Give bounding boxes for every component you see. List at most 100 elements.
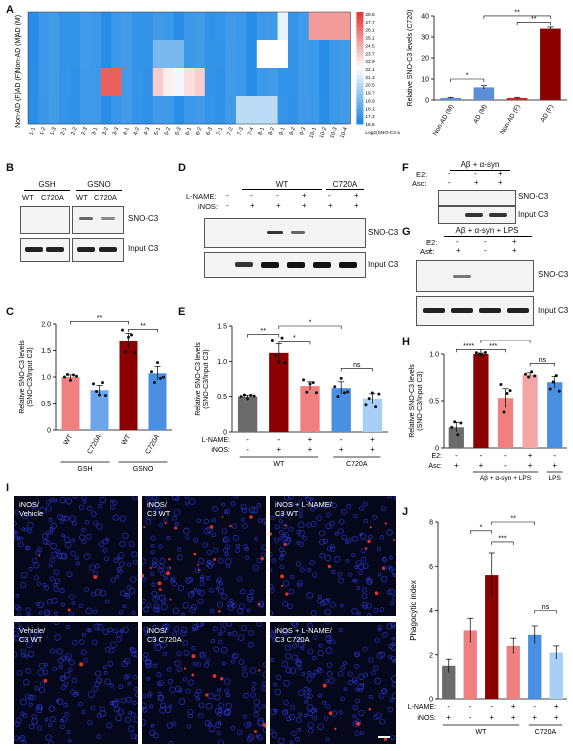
group-label: C720A [346, 461, 368, 468]
nucleus [56, 648, 63, 655]
group-label: GSNO [133, 466, 154, 473]
significance-bracket [247, 334, 280, 338]
nucleus [359, 505, 365, 511]
heatmap-cell [38, 68, 50, 97]
x-category-label: Non-AD (M) [432, 104, 455, 138]
nucleus [196, 622, 204, 628]
data-point [69, 378, 72, 382]
nucleus [278, 737, 285, 744]
heatmap-cell [173, 40, 185, 69]
nucleus [230, 659, 236, 664]
nucleus [325, 523, 332, 530]
nucleus [182, 640, 189, 646]
heatmap-row-label: Non-AD (F) [15, 92, 22, 128]
nucleus [70, 550, 76, 556]
heatmap-row-label: Non-AD (M) [15, 35, 22, 72]
scale-swatch [356, 60, 364, 65]
heatmap-cell [340, 40, 351, 69]
red-puncta [285, 592, 289, 596]
heatmap-border [27, 11, 351, 125]
nucleus [313, 708, 318, 713]
panel-label-c: C [6, 306, 14, 318]
nucleus [103, 670, 108, 675]
red-puncta [205, 693, 209, 697]
heatmap-cell [256, 40, 268, 69]
nucleus [257, 734, 263, 741]
treatment-sign: - [484, 246, 487, 255]
nucleus [285, 667, 292, 674]
scale-swatch [356, 86, 364, 91]
y-tick-label: 40 [421, 14, 429, 21]
heatmap-cell [163, 96, 174, 125]
nucleus [352, 704, 358, 710]
micrograph-tile: iNOS + L-NAME/ C3 C720A [270, 622, 396, 744]
nucleus [72, 691, 78, 698]
nucleus [199, 580, 205, 586]
nucleus [329, 546, 336, 552]
y-tick-label: 10 [421, 77, 429, 84]
nucleus [224, 552, 229, 557]
nucleus [217, 639, 223, 645]
treatment-sign: + [456, 246, 461, 255]
nucleus [34, 685, 39, 691]
nucleus [240, 588, 246, 595]
heatmap-column-label: 9-2 [289, 127, 297, 137]
nucleus [361, 593, 368, 600]
nucleus [198, 702, 205, 709]
nucleus [172, 496, 179, 501]
heatmap-cell [184, 68, 195, 97]
data-point [530, 370, 534, 374]
row-label-inos: iNOS: [198, 202, 219, 211]
heatmap-cell [236, 68, 247, 97]
heatmap-cell [246, 12, 258, 41]
group-label: GSH [77, 466, 92, 473]
nucleus [104, 678, 111, 686]
nucleus [63, 515, 69, 522]
heatmap-cell [28, 96, 39, 125]
data-point [499, 383, 503, 387]
heatmap-cell [277, 68, 289, 97]
nucleus [67, 667, 73, 673]
scale-swatch [356, 23, 364, 28]
data-point [161, 375, 165, 379]
bar [237, 396, 258, 432]
heatmap-cell [215, 40, 226, 69]
nucleus [261, 544, 266, 551]
group-label-gsh: GSH [38, 180, 56, 189]
nucleus [270, 629, 275, 637]
nucleus [225, 702, 232, 710]
nucleus [297, 521, 305, 529]
heatmap-cell [121, 68, 133, 97]
heatmap-cell [142, 96, 154, 125]
nucleus [241, 625, 248, 632]
nucleus [318, 643, 323, 648]
nucleus [97, 503, 103, 508]
nucleus [126, 585, 132, 591]
y-axis-label: (SNO-C3/Input C3) [417, 371, 424, 431]
nucleus [227, 601, 234, 608]
nucleus [297, 712, 302, 717]
nucleus [119, 540, 126, 548]
scale-swatch [356, 116, 364, 121]
nucleus [21, 653, 26, 658]
nucleus [205, 658, 210, 663]
nucleus [145, 662, 152, 669]
nucleus [64, 541, 72, 549]
nucleus [63, 682, 69, 687]
nucleus [31, 717, 39, 725]
nucleus [368, 534, 373, 540]
nucleus [117, 552, 125, 559]
red-puncta [229, 524, 232, 528]
group-line-wt [242, 189, 322, 190]
nucleus [362, 501, 368, 507]
nucleus [110, 577, 116, 583]
nucleus [152, 663, 158, 668]
nucleus [121, 660, 128, 668]
data-point [302, 378, 306, 382]
nucleus [48, 563, 53, 568]
nucleus [182, 602, 189, 609]
nucleus [206, 549, 212, 556]
nucleus [163, 651, 168, 656]
treatment-row-label: L-NAME: [408, 704, 436, 711]
y-tick-label: 1.0 [217, 359, 227, 366]
